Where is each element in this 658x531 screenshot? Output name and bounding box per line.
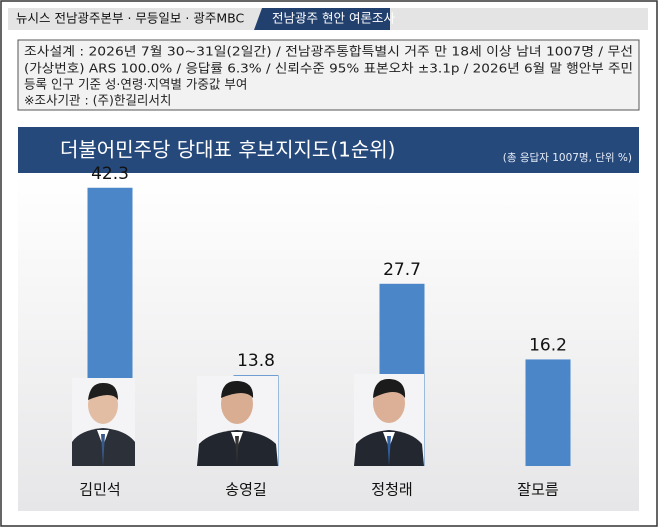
header-source: 뉴시스 전남광주본부 · 무등일보 · 광주MBC — [16, 11, 244, 26]
photo — [354, 374, 424, 466]
header-tag-bg — [254, 8, 390, 30]
chart-subtitle: (총 응답자 1007명, 단위 %) — [503, 151, 632, 164]
value-label: 16.2 — [529, 335, 567, 355]
note-line: ※조사기관 : (주)한길리서치 — [24, 93, 171, 108]
category-label: 정청래 — [371, 481, 412, 499]
value-label: 42.3 — [91, 164, 129, 184]
chart-title: 더불어민주당 당대표 후보지지도(1순위) — [60, 138, 395, 162]
notes-box — [17, 39, 640, 111]
bar — [525, 359, 571, 466]
title-bar — [18, 127, 639, 173]
header-tag: 전남광주 현안 여론조사 — [272, 11, 395, 26]
category-label: 송영길 — [225, 481, 266, 499]
value-label: 27.7 — [383, 260, 421, 280]
note-line: (가상번호) ARS 100.0% / 응답률 6.3% / 신뢰수준 95% … — [24, 61, 633, 76]
photo — [197, 376, 278, 466]
value-label: 13.8 — [237, 351, 275, 371]
category-label: 김민석 — [79, 481, 120, 499]
photo — [72, 378, 135, 466]
note-line: 조사설계 : 2026년 7월 30~31일(2일간) / 전남광주통합특별시 … — [24, 44, 633, 59]
category-label: 잘모름 — [517, 481, 559, 499]
labels: 42.3 김민석 13.8 송영길 27.7 정청래 16.2 잘모름 — [79, 164, 567, 499]
note-line: 등록 인구 기준 성·연령·지역별 가중값 부여 — [24, 77, 247, 92]
